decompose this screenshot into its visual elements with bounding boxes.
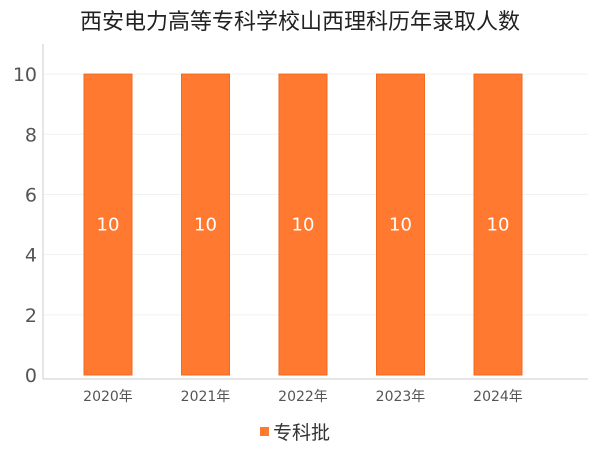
y-tick-label: 2 [25, 305, 37, 327]
x-tick-label: 2022年 [278, 389, 328, 405]
x-tick-label: 2020年 [83, 389, 133, 405]
y-tick-label: 0 [25, 365, 37, 387]
legend-label: 专科批 [273, 422, 330, 444]
x-tick-label: 2024年 [473, 389, 523, 405]
bar [278, 73, 328, 376]
y-tick-label: 6 [25, 184, 37, 206]
y-tick-label: 8 [25, 124, 37, 146]
data-label: 10 [389, 215, 412, 236]
data-label: 10 [97, 215, 120, 236]
legend-swatch [260, 427, 269, 436]
bar [181, 73, 230, 376]
data-label: 10 [194, 215, 217, 236]
y-tick-label: 10 [13, 64, 37, 86]
x-tick-label: 2021年 [181, 389, 231, 405]
bar [473, 73, 523, 376]
bar [376, 73, 425, 376]
data-label: 10 [487, 215, 510, 236]
chart-title: 西安电力高等专科学校山西理科历年录取人数 [79, 10, 520, 35]
y-tick-label: 4 [25, 245, 37, 267]
data-label: 10 [292, 215, 315, 236]
x-tick-label: 2023年 [376, 389, 426, 405]
bar [83, 73, 133, 376]
